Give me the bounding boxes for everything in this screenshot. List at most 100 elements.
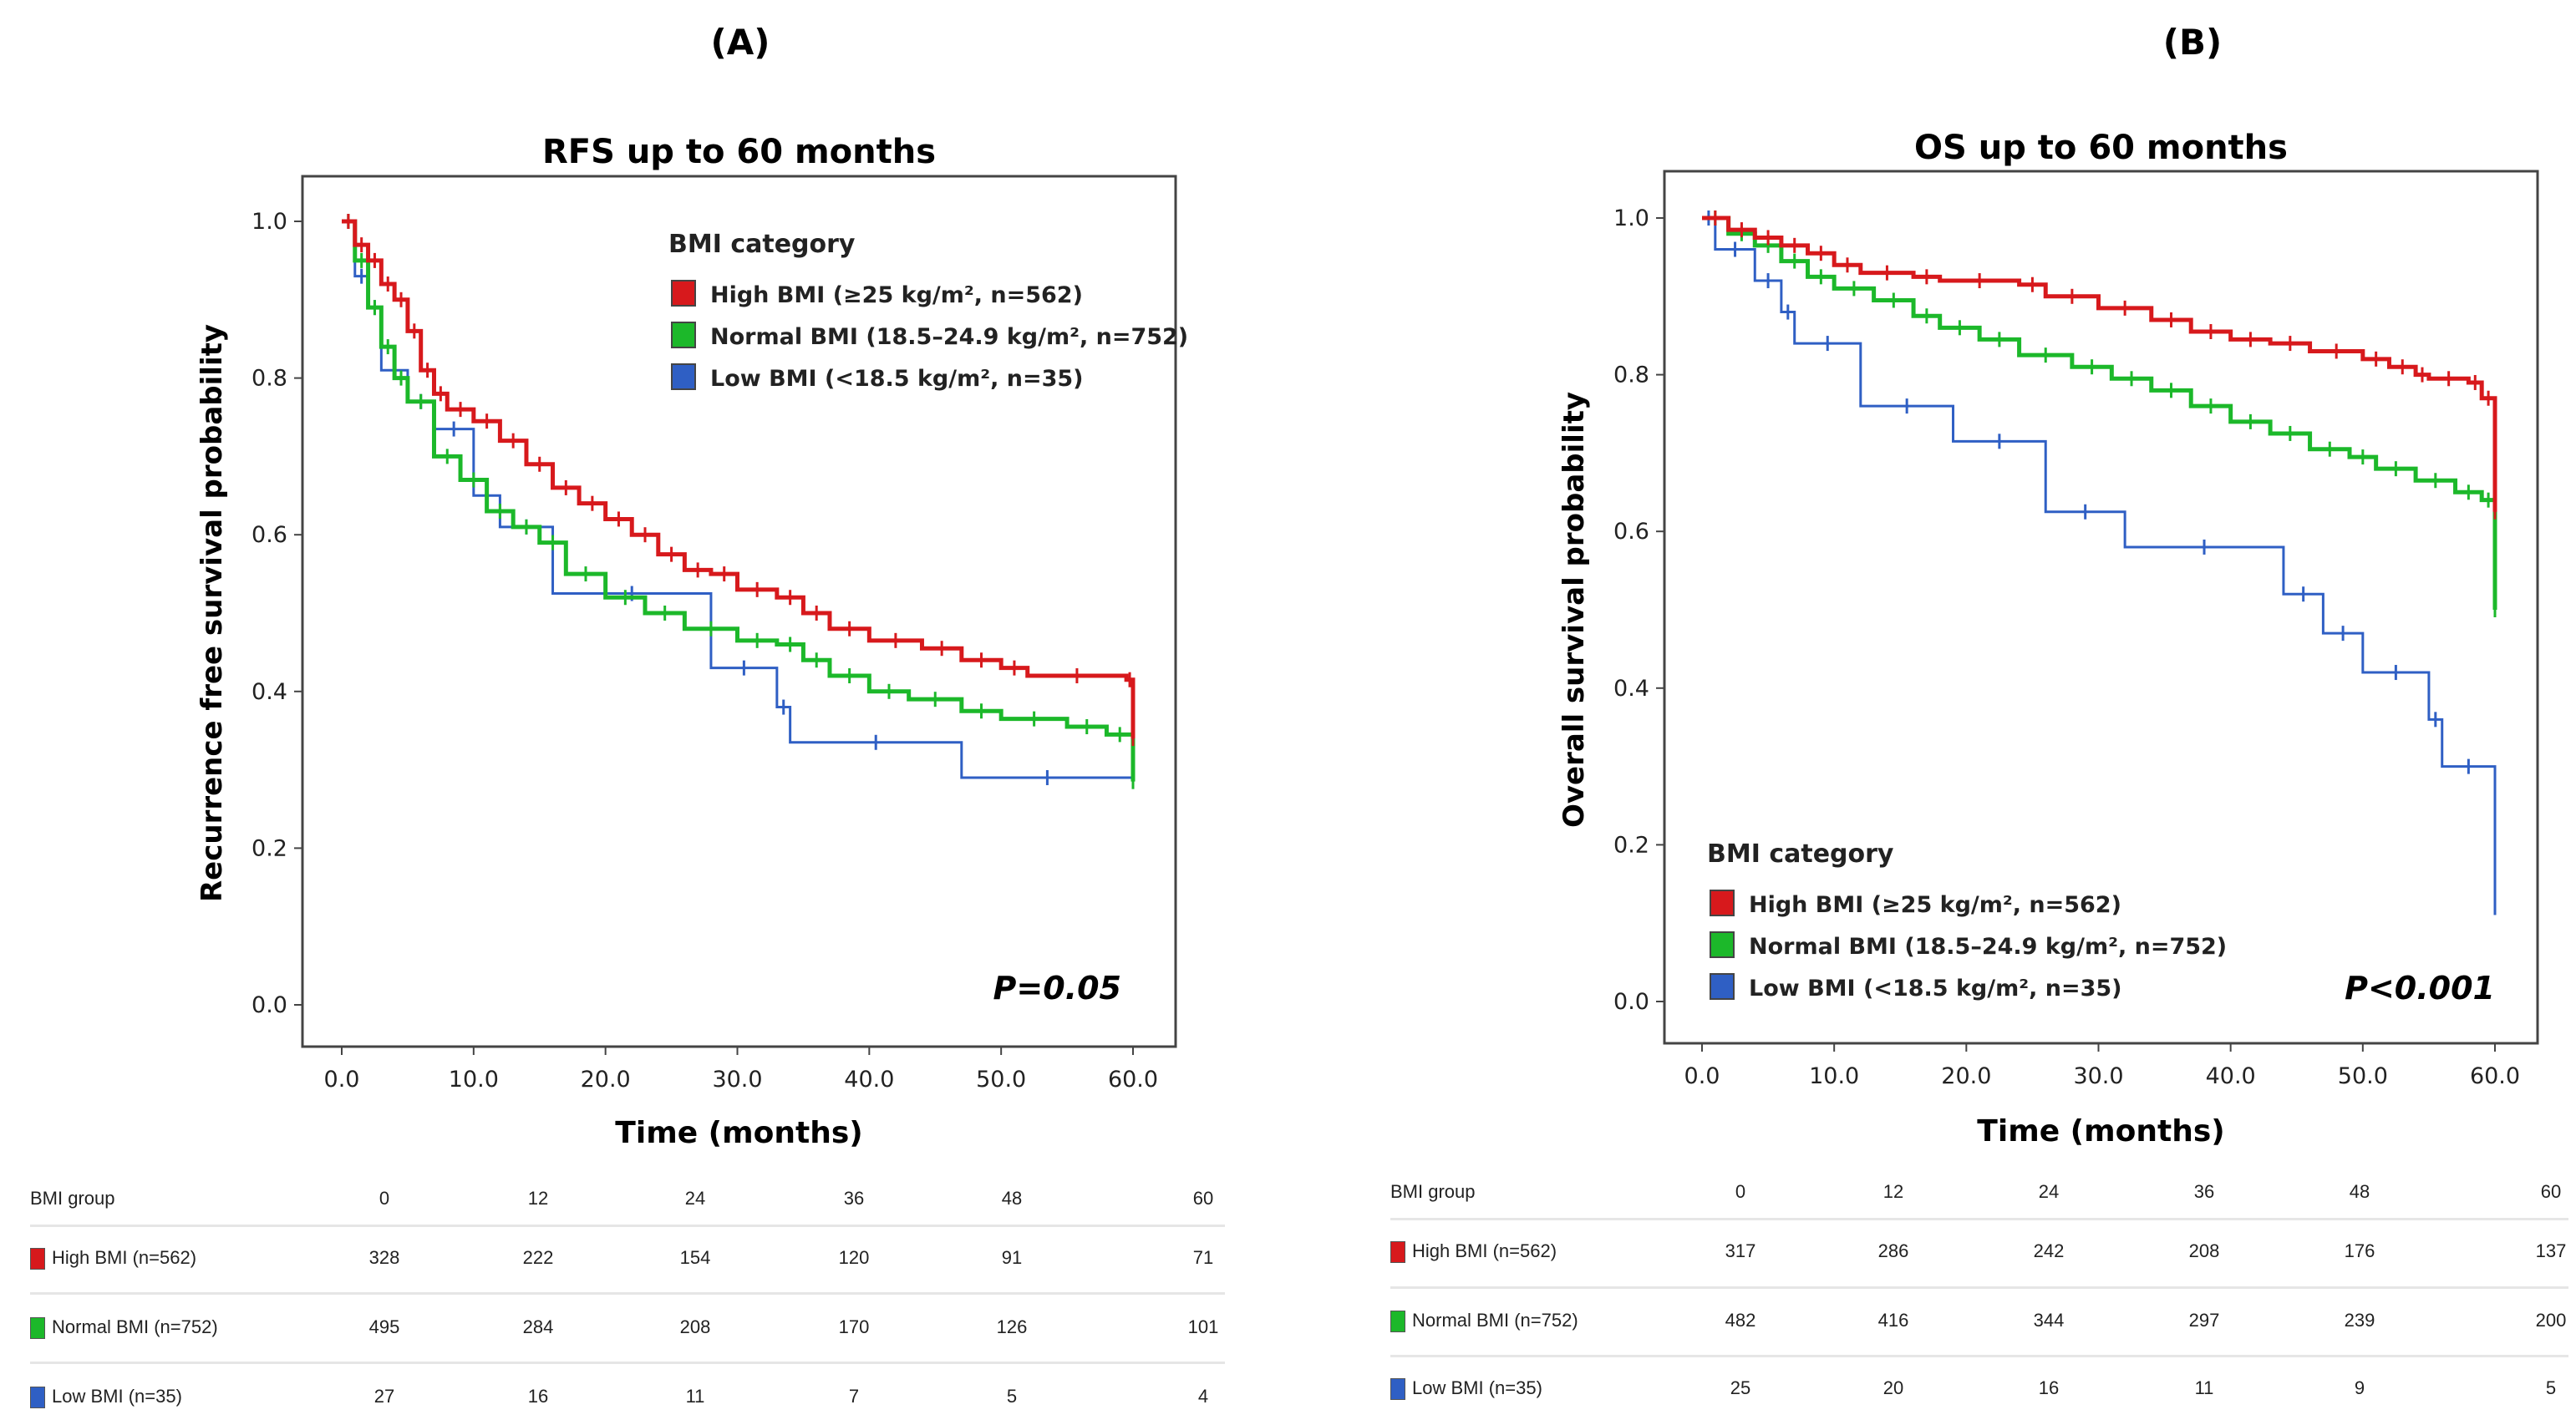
risk-table-value: 200 — [2535, 1310, 2567, 1331]
survival-curve-high — [342, 219, 1136, 739]
risk-table-time: 0 — [379, 1188, 390, 1209]
risk-table-value: 242 — [2033, 1240, 2065, 1261]
risk-table-swatch-normal — [1390, 1311, 1405, 1333]
legend-label-normal: Normal BMI (18.5–24.9 kg/m², n=752) — [710, 324, 1188, 350]
y-tick-label: 1.0 — [252, 209, 287, 235]
survival-curve-low — [1702, 216, 2497, 908]
risk-table-value: 286 — [1877, 1240, 1909, 1261]
x-tick-label: 30.0 — [712, 1067, 762, 1093]
risk-table-value: 170 — [838, 1316, 870, 1337]
risk-table-time: 48 — [1001, 1188, 1023, 1209]
risk-table-swatch-low — [30, 1387, 45, 1409]
survival-curve-normal — [342, 219, 1136, 782]
risk-table-value: 222 — [522, 1247, 554, 1268]
risk-table-divider — [30, 1362, 1225, 1364]
legend-swatch-low — [1710, 973, 1735, 1000]
risk-table-value: 154 — [679, 1247, 711, 1268]
x-tick-label: 30.0 — [2073, 1063, 2123, 1089]
y-tick-label: 0.6 — [252, 522, 287, 548]
risk-table-time: 60 — [2540, 1181, 2562, 1202]
y-tick-label: 1.0 — [1613, 205, 1649, 231]
risk-table-value: 495 — [368, 1316, 400, 1337]
risk-table-swatch-high — [1390, 1241, 1405, 1264]
x-tick-label: 60.0 — [1108, 1067, 1158, 1093]
risk-table-header: BMI group — [1390, 1181, 1476, 1202]
legend-label-low: Low BMI (<18.5 kg/m², n=35) — [1749, 976, 2122, 1002]
x-tick-label: 40.0 — [2206, 1063, 2256, 1089]
y-tick-label: 0.6 — [1613, 519, 1649, 545]
risk-table-time: 12 — [1882, 1181, 1904, 1202]
legend-label-high: High BMI (≥25 kg/m², n=562) — [1749, 892, 2121, 918]
risk-table-value: 11 — [685, 1386, 705, 1407]
risk-table-value: 126 — [996, 1316, 1028, 1337]
plot-frame — [1663, 170, 2539, 1045]
risk-table-value: 120 — [838, 1247, 870, 1268]
y-tick-label: 0.0 — [252, 992, 287, 1018]
risk-table-time: 48 — [2349, 1181, 2370, 1202]
risk-table-swatch-normal — [30, 1317, 45, 1340]
risk-table-value: 71 — [1192, 1247, 1214, 1268]
risk-table-header: BMI group — [30, 1188, 115, 1209]
risk-table-value: 4 — [1197, 1386, 1209, 1407]
legend-title: BMI category — [668, 230, 856, 259]
risk-table-value: 20 — [1882, 1377, 1904, 1398]
risk-table-group-label: Low BMI (n=35) — [1412, 1377, 1542, 1398]
risk-table-time: 12 — [527, 1188, 549, 1209]
risk-table-group-label: High BMI (n=562) — [1412, 1240, 1557, 1261]
risk-table-value: 5 — [2545, 1377, 2557, 1398]
risk-table-value: 208 — [679, 1316, 711, 1337]
risk-table-value: 137 — [2535, 1240, 2567, 1261]
risk-table-time: 36 — [2193, 1181, 2215, 1202]
chart-title: RFS up to 60 months — [542, 133, 936, 171]
risk-table-value: 297 — [2188, 1310, 2220, 1331]
risk-table-divider — [30, 1225, 1225, 1227]
x-tick-label: 0.0 — [1684, 1063, 1720, 1089]
chart-title: OS up to 60 months — [1914, 129, 2288, 167]
y-tick-label: 0.0 — [1613, 989, 1649, 1015]
x-tick-label: 50.0 — [2338, 1063, 2388, 1089]
risk-table-time: 0 — [1735, 1181, 1746, 1202]
legend-swatch-low — [671, 363, 696, 390]
risk-table-time: 24 — [2038, 1181, 2060, 1202]
risk-table-value: 317 — [1725, 1240, 1756, 1261]
risk-table-time: 60 — [1192, 1188, 1214, 1209]
x-tick-label: 10.0 — [1809, 1063, 1859, 1089]
legend-label-normal: Normal BMI (18.5–24.9 kg/m², n=752) — [1749, 934, 2227, 960]
risk-table-divider — [30, 1292, 1225, 1295]
y-tick-label: 0.4 — [252, 679, 287, 705]
chart-1: OS up to 60 months 0.0 10.0 20.0 30.0 40.0 50.… — [1557, 129, 2539, 1149]
y-tick-label: 0.2 — [252, 835, 287, 861]
risk-table-value: 482 — [1725, 1310, 1756, 1331]
x-tick-label: 10.0 — [449, 1067, 499, 1093]
risk-table-value: 328 — [368, 1247, 400, 1268]
y-axis-label: Overall survival probability — [1557, 392, 1591, 828]
risk-table-divider — [1390, 1218, 2568, 1220]
legend-label-low: Low BMI (<18.5 kg/m², n=35) — [710, 366, 1084, 392]
risk-table-divider — [1390, 1286, 2568, 1289]
legend-title: BMI category — [1707, 839, 1894, 869]
risk-table-time: 36 — [843, 1188, 865, 1209]
risk-table-divider — [1390, 1355, 2568, 1357]
x-axis-label: Time (months) — [1977, 1114, 2224, 1149]
risk-table-row-label: High BMI (n=562) — [30, 1245, 196, 1270]
legend-swatch-normal — [671, 322, 696, 348]
risk-table-value: 284 — [522, 1316, 554, 1337]
x-tick-label: 0.0 — [324, 1067, 360, 1093]
risk-table-group-label: Normal BMI (n=752) — [52, 1316, 218, 1337]
legend-label-high: High BMI (≥25 kg/m², n=562) — [710, 282, 1083, 308]
risk-table-group-label: High BMI (n=562) — [52, 1247, 197, 1268]
y-axis-label: Recurrence free survival probability — [196, 324, 229, 902]
y-tick-label: 0.8 — [1613, 363, 1649, 388]
x-tick-label: 20.0 — [581, 1067, 631, 1093]
y-tick-label: 0.2 — [1613, 832, 1649, 858]
y-tick-label: 0.4 — [1613, 676, 1649, 702]
risk-table-value: 91 — [1001, 1247, 1023, 1268]
legend-swatch-normal — [1710, 931, 1735, 958]
risk-table-value: 239 — [2344, 1310, 2375, 1331]
y-tick-label: 0.8 — [252, 366, 287, 392]
risk-table-row-label: Normal BMI (n=752) — [30, 1315, 218, 1340]
x-tick-label: 50.0 — [976, 1067, 1026, 1093]
risk-table-value: 16 — [2038, 1377, 2060, 1398]
p-value: P=0.05 — [993, 970, 1121, 1007]
